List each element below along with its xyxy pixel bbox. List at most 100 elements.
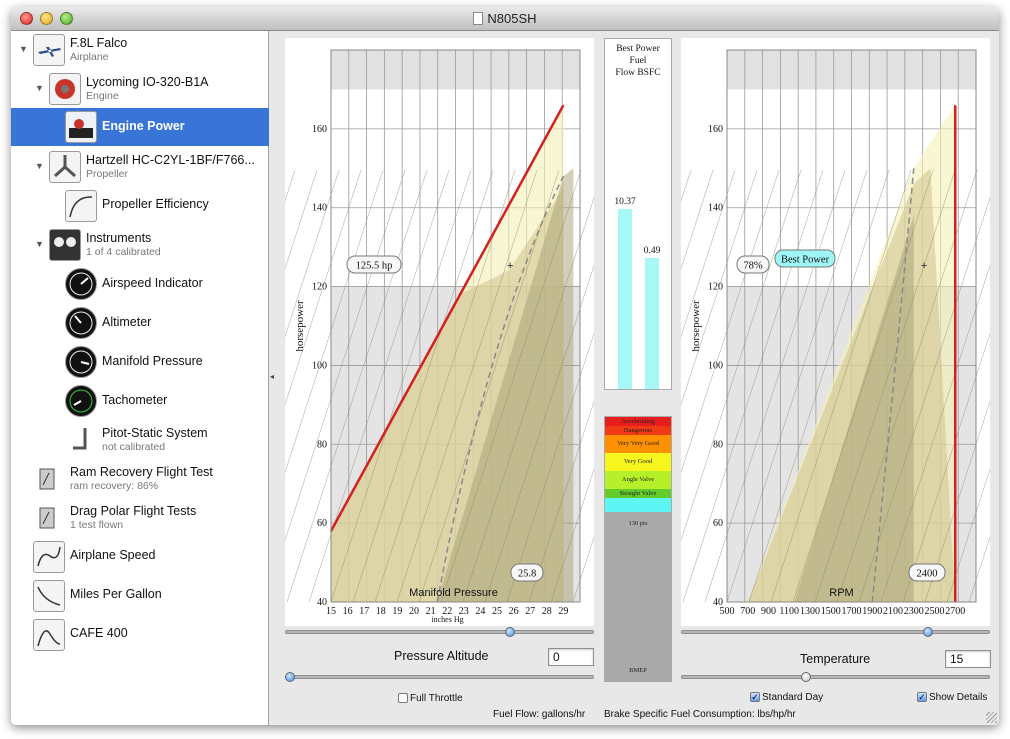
- airspeed-gauge-icon: [65, 268, 97, 300]
- x-tick-label: 15: [326, 606, 336, 617]
- sidebar-item-label: Miles Per Gallon: [70, 587, 162, 601]
- sidebar-item-subtitle: 1 of 4 calibrated: [86, 246, 161, 258]
- rpm-chart[interactable]: 406080100120140160horsepower+50070090011…: [418, 38, 999, 626]
- operating-point-marker: +: [921, 260, 927, 272]
- x-tick-label: 1100: [779, 606, 799, 617]
- y-tick-label: 80: [317, 439, 327, 450]
- pitot-icon: [65, 424, 97, 456]
- fuel-flow-panel: Best Power Fuel Flow BSFC 10.37 0.49: [604, 38, 672, 390]
- hatch-line: [770, 169, 912, 603]
- split-view-divider-handle[interactable]: ◂: [270, 372, 275, 381]
- disclosure-triangle-propeller[interactable]: ▼: [35, 161, 44, 171]
- sidebar-item-label: CAFE 400: [70, 626, 128, 640]
- manifold-value-callout-bubble: [510, 563, 544, 582]
- x-tick-label: 2700: [945, 606, 965, 617]
- hatch-line: [572, 169, 714, 603]
- best-power-callout-bubble: [774, 249, 836, 268]
- y-tick-label: 60: [713, 518, 723, 529]
- y-tick-label: 60: [317, 518, 327, 529]
- hatch-line: [748, 169, 890, 603]
- temperature-field[interactable]: 15: [945, 650, 991, 668]
- x-tick-label: 900: [761, 606, 776, 617]
- scale-band: BMEP: [605, 664, 671, 678]
- full-throttle-checkbox-box[interactable]: [398, 693, 408, 703]
- fuel-flow-bar: [618, 209, 632, 389]
- rpm-value-callout-bubble: [908, 563, 946, 582]
- sidebar-item-label: Lycoming IO-320-B1A: [86, 75, 209, 89]
- plot-frame: [330, 49, 581, 603]
- sidebar-item-label: Ram Recovery Flight Test: [70, 465, 213, 479]
- disclosure-triangle-airplane[interactable]: ▼: [19, 44, 28, 54]
- fuel-flow-title-line3: Flow BSFC: [615, 68, 660, 78]
- manifold-value-callout-text: 25.8: [518, 569, 536, 580]
- flight-test-icon: [33, 502, 65, 534]
- sidebar-item-label: F.8L Falco: [70, 36, 128, 50]
- hatch-line: [704, 169, 846, 603]
- x-tick-label: 16: [343, 606, 353, 617]
- hatch-line: [154, 169, 296, 603]
- sidebar-item-label: Manifold Pressure: [102, 354, 203, 368]
- hatch-line: [682, 169, 824, 603]
- minimize-window-button[interactable]: [40, 12, 53, 25]
- x-axis-label: RPM: [829, 587, 853, 599]
- x-tick-label: 2500: [925, 606, 945, 617]
- pressure-altitude-slider[interactable]: [285, 675, 594, 679]
- y-axis-label: horsepower: [690, 300, 702, 352]
- x-tick-label: 29: [558, 606, 568, 617]
- flight-test-icon: [33, 463, 65, 495]
- sidebar: ▼ F.8L Falco Airplane ▼ Lycoming IO-320-…: [11, 31, 269, 725]
- hatch-line: [176, 169, 318, 603]
- hatch-line: [660, 169, 802, 603]
- show-details-checkbox-box[interactable]: ✓: [917, 692, 927, 702]
- sidebar-item-label: Pitot-Static System: [102, 426, 208, 440]
- scale-band: Very Very Good: [605, 435, 671, 453]
- x-tick-label: 18: [376, 606, 386, 617]
- pressure-altitude-field[interactable]: 0: [548, 648, 594, 666]
- pressure-altitude-label: Pressure Altitude: [394, 649, 489, 663]
- hatch-line: [814, 169, 956, 603]
- manifold-pressure-slider[interactable]: [285, 630, 594, 634]
- manifold-value-callout: 25.8: [510, 563, 544, 582]
- x-tick-label: 28: [542, 606, 552, 617]
- temperature-label: Temperature: [800, 652, 871, 666]
- x-tick-label: 21: [426, 606, 436, 617]
- disclosure-triangle-engine[interactable]: ▼: [35, 83, 44, 93]
- standard-day-label: Standard Day: [762, 692, 824, 703]
- temperature-slider-knob[interactable]: [801, 672, 811, 682]
- best-power-callout-text: Best Power: [781, 255, 830, 266]
- y-tick-label: 140: [312, 203, 327, 214]
- bsfc-units-label: Brake Specific Fuel Consumption: lbs/hp/…: [604, 709, 796, 720]
- y-tick-label: 120: [312, 282, 327, 293]
- standard-day-checkbox-box[interactable]: ✓: [750, 692, 760, 702]
- power-line: [329, 104, 565, 532]
- pressure-altitude-slider-knob[interactable]: [285, 672, 295, 682]
- power-callout: 125.5 hp: [346, 255, 402, 274]
- zoom-window-button[interactable]: [60, 12, 73, 25]
- sidebar-item-subtitle: Propeller: [86, 168, 129, 180]
- scale-band: Dangerous: [605, 426, 671, 435]
- close-window-button[interactable]: [20, 12, 33, 25]
- rpm-slider-knob[interactable]: [922, 627, 933, 637]
- fuel-flow-title-line1: Best Power: [616, 44, 660, 54]
- disclosure-triangle-instruments[interactable]: ▼: [35, 239, 44, 249]
- operating-point-marker: +: [507, 260, 513, 272]
- hatch-line: [902, 304, 999, 603]
- y-tick-label: 80: [713, 439, 723, 450]
- manifold-pressure-slider-knob[interactable]: [505, 627, 515, 637]
- engine-power-icon: [65, 111, 97, 143]
- fuel-flow-units-label: Fuel Flow: gallons/hr: [493, 709, 586, 720]
- title-bar[interactable]: N805SH: [11, 7, 999, 31]
- sidebar-item-label: Tachometer: [102, 393, 168, 407]
- performance-scale-panel: Accelerating Dangerous Very Very Good Very …: [604, 416, 672, 682]
- manifold-chart[interactable]: 406080100120140160horsepower+15161718192…: [22, 38, 890, 626]
- scale-band: Accelerating: [605, 417, 671, 426]
- window-resize-grip[interactable]: [986, 712, 997, 723]
- hatch-line: [264, 169, 406, 603]
- bsfc-value: 0.49: [644, 246, 661, 256]
- x-tick-label: 24: [475, 606, 485, 617]
- rpm-slider[interactable]: [681, 630, 990, 634]
- temperature-slider[interactable]: [681, 675, 990, 679]
- sidebar-selection-highlight: [11, 108, 269, 146]
- airplane-icon: [33, 34, 65, 66]
- x-axis-unit: inches Hg: [431, 615, 463, 624]
